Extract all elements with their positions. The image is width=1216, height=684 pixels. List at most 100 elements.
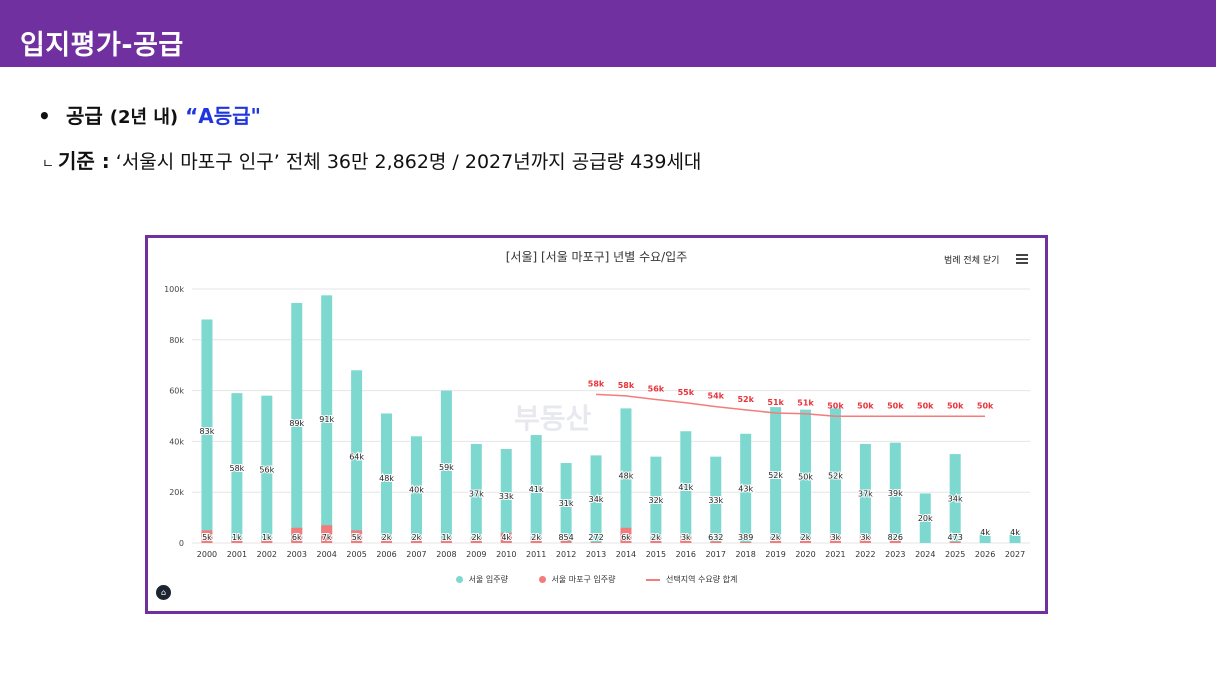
data-label-seoul: 39k [888, 489, 903, 498]
x-tick-label: 2020 [795, 550, 815, 559]
chart-frame: 0 20k 40k 60k 80k 100k 부동산 83k 58k 56k 89k 91k 64k 48… [145, 235, 1048, 614]
bar-mapo-2010 [500, 532, 512, 543]
data-label-mapo: 5k [352, 533, 362, 542]
x-tick-label: 2013 [586, 550, 606, 559]
x-tick-label: 2012 [556, 550, 576, 559]
data-label-seoul: 43k [738, 484, 753, 493]
legend-item-seoul[interactable]: 서울 입주량 [455, 574, 508, 585]
data-label-seoul: 59k [439, 463, 454, 472]
bar-mapo-2007 [410, 537, 422, 543]
data-label-mapo: 272 [588, 533, 603, 542]
bar-seoul-2022 [859, 443, 871, 543]
x-tick-label: 2000 [197, 550, 217, 559]
bar-seoul-2005 [351, 370, 363, 543]
data-label-demand: 52k [737, 395, 754, 404]
x-tick-label: 2015 [646, 550, 666, 559]
data-label-mapo: 2k [471, 533, 481, 542]
bar-seoul-2009 [470, 443, 482, 543]
bar-mapo-2025 [949, 541, 961, 543]
x-tick-label: 2008 [436, 550, 456, 559]
data-label-demand: 51k [797, 399, 814, 408]
data-label-seoul: 4k [980, 528, 990, 537]
bar-seoul-2016 [680, 431, 692, 543]
bar-mapo-2013 [590, 542, 602, 543]
hamburger-menu-icon[interactable] [1016, 254, 1028, 264]
supply-demand-chart: 0 20k 40k 60k 80k 100k 부동산 83k 58k 56k 89k 91k 64k 48… [164, 285, 1030, 559]
bar-mapo-2015 [650, 537, 662, 543]
bar-seoul-2018 [740, 433, 752, 543]
data-label-seoul: 83k [200, 427, 215, 436]
x-tick-label: 2016 [676, 550, 696, 559]
data-label-seoul: 34k [948, 495, 963, 504]
bar-mapo-2011 [530, 537, 542, 543]
criteria-label: 기준 : [57, 149, 110, 173]
legend-dot-icon [538, 576, 546, 583]
data-label-demand: 50k [887, 401, 904, 410]
bar-seoul-2012 [560, 462, 572, 543]
data-label-mapo: 2k [382, 533, 392, 542]
bar-seoul-2014 [620, 408, 632, 543]
data-label-mapo: 3k [681, 533, 691, 542]
bar-mapo-2012 [560, 540, 572, 543]
x-tick-label: 2021 [825, 550, 845, 559]
legend-toggle-button[interactable]: 범례 전체 닫기 [944, 256, 1000, 266]
bar-seoul-2000 [201, 319, 213, 543]
data-label-mapo: 7k [322, 533, 332, 542]
bar-seoul-2019 [770, 407, 782, 543]
criteria-text: ‘서울시 마포구 인구’ 전체 36만 2,862명 / 2027년까지 공급량… [115, 151, 702, 173]
data-label-mapo: 4k [501, 533, 511, 542]
data-label-mapo: 826 [888, 533, 903, 542]
data-label-mapo: 473 [948, 533, 963, 542]
data-label-seoul: 4k [1010, 528, 1020, 537]
bar-mapo-2017 [710, 541, 722, 543]
bar-seoul-2013 [590, 455, 602, 543]
bar-seoul-2020 [800, 409, 812, 543]
chart-legend: 서울 입주량 서울 마포구 입주량 선택지역 수요량 합계 [148, 574, 1045, 585]
x-tick-label: 2002 [257, 550, 277, 559]
data-label-mapo: 6k [621, 533, 631, 542]
y-tick-label: 40k [169, 437, 184, 446]
x-tick-label: 2022 [855, 550, 875, 559]
x-tick-label: 2027 [1005, 550, 1025, 559]
data-label-seoul: 50k [798, 472, 813, 481]
data-label-seoul: 33k [708, 496, 723, 505]
data-label-mapo: 3k [831, 533, 841, 542]
data-label-mapo: 632 [708, 533, 723, 542]
y-tick-label: 0 [179, 539, 184, 548]
x-tick-label: 2009 [466, 550, 486, 559]
data-label-mapo: 3k [861, 533, 871, 542]
data-label-demand: 58k [588, 379, 605, 388]
bullet-dot: • [38, 104, 51, 128]
logo-badge-icon: ⌂ [156, 585, 171, 600]
bar-seoul-2001 [231, 393, 243, 543]
data-label-demand: 50k [917, 401, 934, 410]
x-tick-label: 2007 [406, 550, 426, 559]
bar-seoul-2021 [829, 408, 841, 543]
data-label-demand: 50k [947, 401, 964, 410]
data-label-demand: 56k [648, 384, 665, 393]
x-tick-label: 2003 [287, 550, 307, 559]
criteria-line: ㄴ 기준 : ‘서울시 마포구 인구’ 전체 36만 2,862명 / 2027년… [42, 145, 701, 174]
data-label-mapo: 2k [412, 533, 422, 542]
data-label-mapo: 2k [651, 533, 661, 542]
supply-label: 공급 [66, 104, 103, 128]
x-tick-label: 2005 [346, 550, 366, 559]
bar-mapo-2009 [470, 537, 482, 543]
corner-mark: ㄴ [42, 157, 54, 172]
data-label-demand: 58k [618, 381, 635, 390]
legend-item-mapo[interactable]: 서울 마포구 입주량 [538, 574, 615, 585]
data-label-mapo: 2k [531, 533, 541, 542]
legend-line-icon [646, 578, 661, 581]
period-label: (2년 내) [109, 107, 179, 128]
legend-item-demand[interactable]: 선택지역 수요량 합계 [646, 574, 737, 585]
data-label-seoul: 52k [828, 472, 843, 481]
x-tick-label: 2010 [496, 550, 516, 559]
x-tick-label: 2025 [945, 550, 965, 559]
bar-seoul-2010 [500, 449, 512, 543]
data-label-mapo: 1k [232, 533, 242, 542]
data-label-seoul: 33k [499, 492, 514, 501]
bar-seoul-2007 [410, 436, 422, 543]
bar-seoul-2002 [261, 395, 273, 543]
page-title: 입지평가-공급 [20, 30, 184, 61]
bar-mapo-2001 [231, 540, 243, 543]
